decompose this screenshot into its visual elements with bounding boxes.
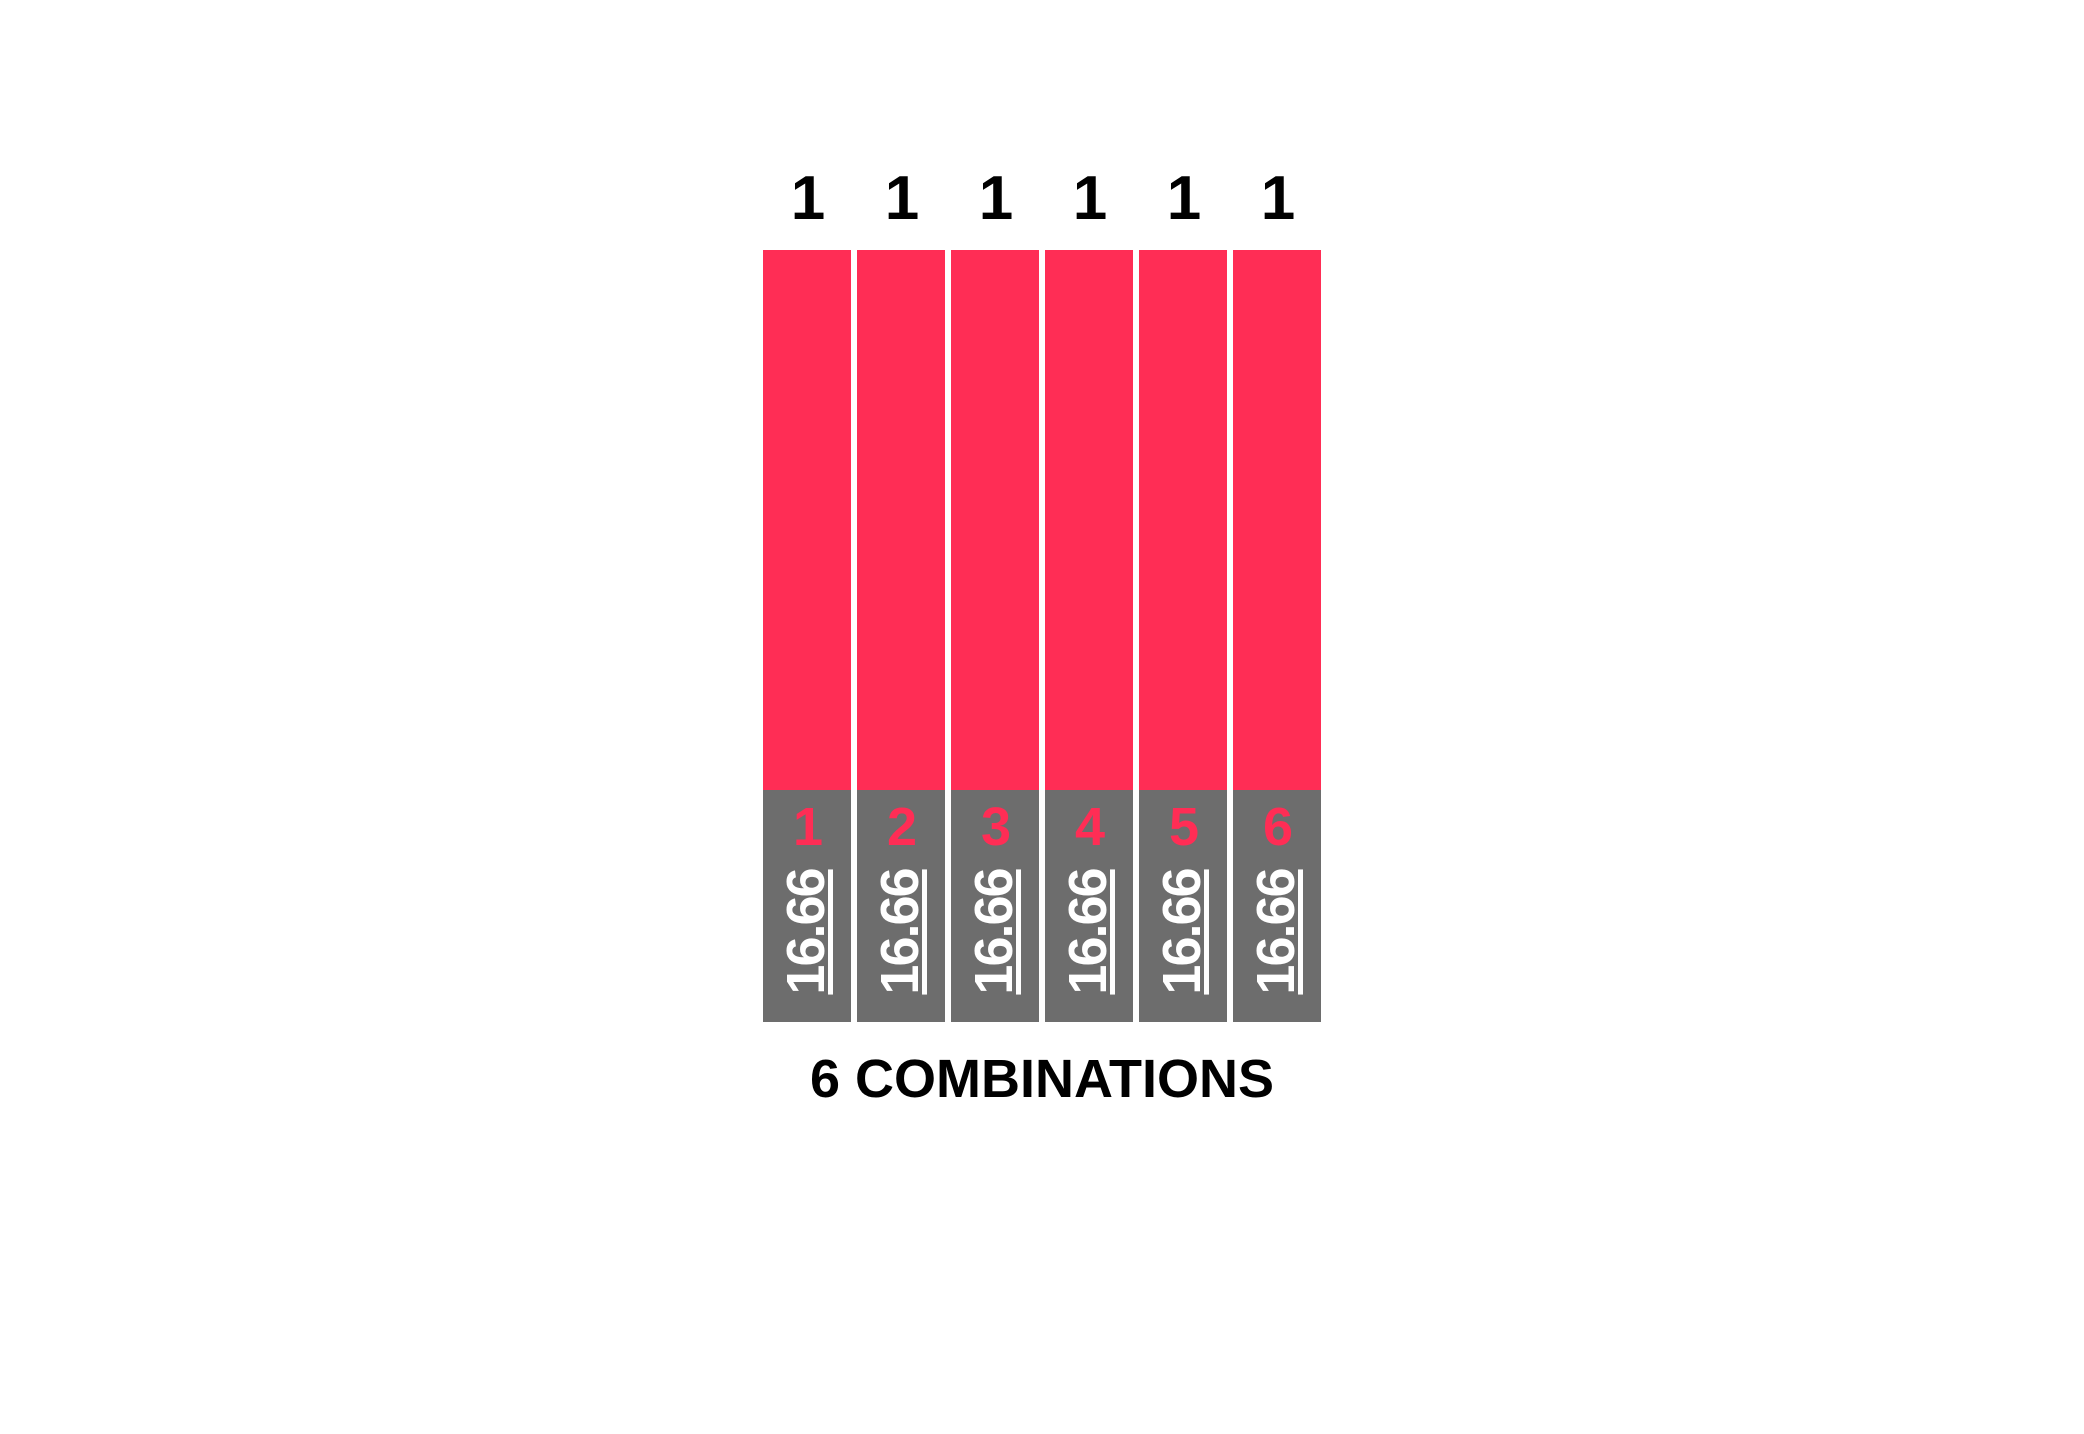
bar-group: 1216.66	[857, 160, 945, 1022]
bar-number: 1	[793, 800, 821, 854]
bar-top-segment	[857, 250, 945, 790]
bars-row: 1116.661216.661316.661416.661516.661616.…	[763, 160, 1321, 1022]
bar-top-segment	[951, 250, 1039, 790]
bar-group: 1316.66	[951, 160, 1039, 1022]
chart-container: 1116.661216.661316.661416.661516.661616.…	[763, 160, 1321, 1110]
bar-group: 1416.66	[1045, 160, 1133, 1022]
bar-number: 6	[1263, 800, 1291, 854]
bar-top-segment	[763, 250, 851, 790]
bar-group: 1 616.66	[1233, 160, 1321, 1022]
bar-bottom-segment: 616.66	[1233, 790, 1321, 1022]
bar-top-label: 1	[1167, 160, 1199, 238]
bar-top-label: 1	[979, 160, 1011, 238]
bar-top-label: 1	[1073, 160, 1105, 238]
bar-number: 3	[981, 800, 1009, 854]
bar-number: 5	[1169, 800, 1197, 854]
bar-group: 1516.66	[1139, 160, 1227, 1022]
bar-top-label: 1	[791, 160, 823, 238]
footer-label: 6 COMBINATIONS	[810, 1048, 1274, 1110]
bar-top-segment	[1045, 250, 1133, 790]
bar-top-label: 1	[885, 160, 917, 238]
bar-top-label: 1	[1261, 160, 1293, 238]
bar: 616.66	[1233, 250, 1321, 1022]
bar-number: 2	[887, 800, 915, 854]
bar-group: 1116.66	[763, 160, 851, 1022]
bar-pct: 16.66	[1205, 902, 1349, 962]
bar-number: 4	[1075, 800, 1103, 854]
bar-top-segment	[1139, 250, 1227, 790]
bar-top-segment	[1233, 250, 1321, 790]
